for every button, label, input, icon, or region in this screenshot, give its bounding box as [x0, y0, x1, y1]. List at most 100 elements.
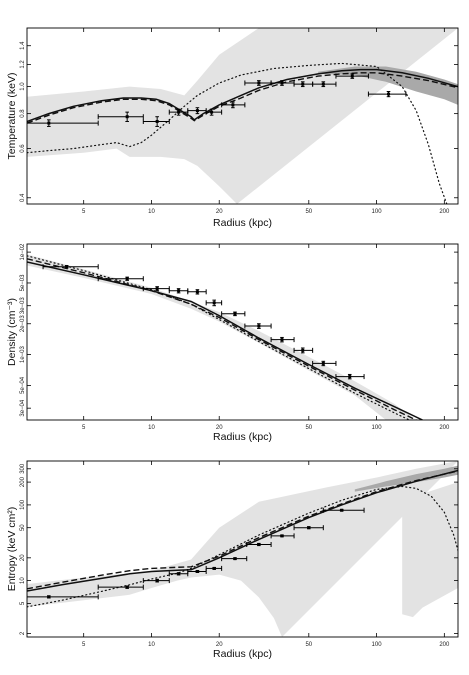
density-curve-dotted: [27, 255, 411, 420]
temperature-curve-solid: [27, 68, 458, 123]
density-y-tick-label: 5e−03: [20, 274, 26, 292]
entropy-x-axis-label: Radius (kpc): [213, 648, 272, 660]
temperature-marker: [155, 119, 159, 123]
temperature-x-tick-label: 10: [148, 209, 155, 215]
density-marker: [301, 348, 305, 352]
temperature-panel: 5 10 20 50 100 200 0.4 0.6 0.8 1.0 1.2 1.4 Radius (…: [6, 27, 459, 229]
density-x-tick-label: 50: [305, 425, 312, 431]
entropy-marker: [257, 542, 261, 546]
density-marker: [125, 277, 129, 281]
entropy-marker: [47, 595, 51, 599]
density-marker: [321, 361, 325, 365]
entropy-data-point-2: [142, 578, 170, 584]
entropy-ticks: 5 10 20 50 100 200 2 5 10 20 50 100 200 300: [20, 461, 458, 648]
entropy-x-tick-label: 10: [148, 642, 155, 648]
entropy-x-tick-label: 50: [305, 642, 312, 648]
entropy-data-point-9: [293, 525, 324, 531]
entropy-plot-area: [27, 461, 458, 637]
temperature-y-tick-label: 1.2: [20, 60, 26, 69]
temperature-plot-area: [27, 28, 458, 204]
temperature-marker: [257, 81, 261, 85]
temperature-marker: [210, 110, 214, 114]
entropy-x-tick-label: 20: [216, 642, 223, 648]
entropy-marker: [212, 566, 216, 570]
temperature-x-tick-label: 100: [372, 209, 383, 215]
temperature-marker: [350, 74, 354, 78]
density-marker: [280, 338, 284, 342]
density-data-point-5: [205, 299, 223, 307]
entropy-marker: [177, 572, 181, 576]
temperature-y-axis-label: Temperature (keV): [6, 73, 18, 160]
density-axes-frame: [26, 243, 459, 421]
entropy-marker: [307, 526, 311, 530]
density-data-point-1: [97, 276, 144, 282]
density-data-point-8: [270, 336, 295, 343]
entropy-marker: [280, 534, 284, 538]
density-marker: [257, 324, 261, 328]
temperature-data-point-0: [27, 119, 99, 127]
density-data-point-10: [312, 360, 337, 367]
density-marker: [195, 290, 199, 294]
density-data-point-3: [168, 288, 189, 294]
temperature-marker: [280, 81, 284, 85]
density-curve-dashed: [27, 258, 417, 420]
temperature-curve-dotted: [27, 62, 448, 204]
temperature-y-tick-label: 0.4: [20, 193, 26, 202]
entropy-y-tick-label: 50: [20, 524, 26, 531]
entropy-y-axis-label: Entropy (keV cm²): [6, 507, 18, 592]
temperature-marker: [301, 82, 305, 86]
density-plot-area: [27, 254, 423, 420]
entropy-marker: [233, 557, 237, 561]
temperature-y-tick-label: 1.0: [20, 82, 26, 91]
temperature-y-tick-label: 0.8: [20, 109, 26, 118]
temperature-y-tick-label: 0.6: [20, 144, 26, 153]
entropy-axes-frame: [26, 460, 459, 638]
entropy-x-tick-label: 200: [439, 642, 450, 648]
density-marker: [177, 289, 181, 293]
entropy-data-point-7: [246, 541, 272, 547]
entropy-data-point-1: [97, 584, 144, 590]
density-marker: [233, 312, 237, 316]
density-y-tick-label: 2e−03: [20, 315, 26, 333]
temperature-marker: [387, 92, 391, 96]
density-data-point-7: [244, 323, 272, 329]
temperature-data-point-6: [221, 101, 246, 109]
temperature-data-point-2: [142, 116, 170, 127]
entropy-y-tick-label: 5: [20, 601, 26, 605]
density-data-point-6: [221, 311, 246, 317]
temperature-marker: [47, 121, 51, 125]
density-data-point-11: [335, 373, 365, 380]
temperature-y-tick-label: 1.4: [20, 41, 26, 50]
entropy-marker: [340, 508, 344, 512]
density-curve-solid: [27, 261, 423, 420]
entropy-x-tick-label: 5: [82, 642, 86, 648]
entropy-data-point-5: [205, 565, 223, 571]
temperature-curve-dashed: [27, 72, 458, 124]
temperature-marker: [177, 110, 181, 114]
entropy-marker: [155, 579, 159, 583]
temperature-axes-frame: [26, 27, 459, 205]
density-x-tick-label: 10: [148, 425, 155, 431]
entropy-data-point-0: [27, 594, 99, 600]
entropy-band-light-0: [27, 461, 458, 637]
density-marker: [65, 265, 69, 269]
entropy-curve-dotted: [27, 485, 458, 608]
entropy-y-tick-label: 100: [20, 499, 26, 510]
density-x-axis-label: Radius (kpc): [213, 431, 272, 443]
temperature-data-point-11: [335, 73, 369, 79]
temperature-x-tick-label: 200: [439, 209, 450, 215]
temperature-ticks: 5 10 20 50 100 200 0.4 0.6 0.8 1.0 1.2 1.4: [20, 28, 458, 215]
temperature-band-light-0: [27, 28, 458, 204]
density-x-tick-label: 5: [82, 425, 86, 431]
density-marker: [348, 375, 352, 379]
entropy-y-tick-label: 10: [20, 577, 26, 584]
entropy-marker: [125, 585, 129, 589]
density-y-tick-label: 1e−03: [20, 346, 26, 364]
temperature-x-tick-label: 20: [216, 209, 223, 215]
entropy-data-point-6: [221, 556, 248, 562]
temperature-marker: [125, 115, 129, 119]
entropy-y-tick-label: 20: [20, 554, 26, 561]
temperature-band-dark-2: [318, 66, 458, 105]
